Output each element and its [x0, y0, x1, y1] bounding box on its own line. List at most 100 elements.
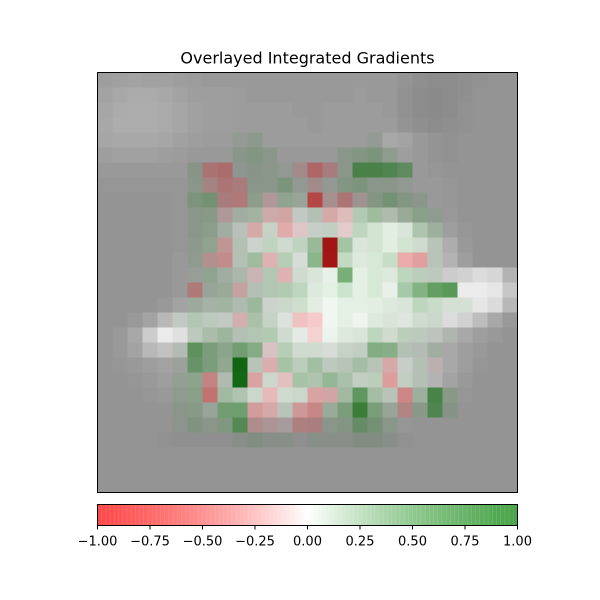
heatmap-cell [142, 72, 158, 88]
heatmap-cell [412, 252, 428, 268]
heatmap-cell [187, 327, 203, 343]
heatmap-cell [142, 237, 158, 253]
heatmap-cell [427, 177, 443, 193]
heatmap-cell [412, 342, 428, 358]
heatmap-cell [322, 357, 338, 373]
heatmap-cell [187, 192, 203, 208]
heatmap-cell [202, 147, 218, 163]
heatmap-cell [232, 177, 248, 193]
heatmap-cell [352, 117, 368, 133]
heatmap-cell [217, 432, 233, 448]
heatmap-cell [112, 447, 128, 463]
heatmap-cell [307, 402, 323, 418]
heatmap-cell [502, 432, 518, 448]
heatmap-cell [367, 192, 383, 208]
heatmap-cell [232, 267, 248, 283]
heatmap-cell [322, 177, 338, 193]
heatmap-cell [202, 447, 218, 463]
heatmap-cell [97, 372, 113, 388]
heatmap-cell [457, 72, 473, 88]
heatmap-cell [112, 147, 128, 163]
heatmap-cell [412, 207, 428, 223]
heatmap-cell [442, 192, 458, 208]
heatmap-cell [397, 252, 413, 268]
heatmap-cell [127, 237, 143, 253]
heatmap-cell [262, 432, 278, 448]
heatmap-cell [112, 417, 128, 433]
heatmap-cell [247, 222, 263, 238]
heatmap-cell [172, 162, 188, 178]
heatmap-cell [262, 462, 278, 478]
heatmap-cell [487, 162, 503, 178]
heatmap-cell [442, 417, 458, 433]
heatmap-cell [307, 252, 323, 268]
heatmap-cell [337, 117, 353, 133]
heatmap-cell [382, 162, 398, 178]
heatmap-cell [157, 387, 173, 403]
heatmap-cell [457, 282, 473, 298]
heatmap-cell [217, 327, 233, 343]
heatmap-cell [142, 327, 158, 343]
heatmap-cell [217, 357, 233, 373]
heatmap-cell [157, 192, 173, 208]
heatmap-cell [217, 222, 233, 238]
heatmap-cell [157, 207, 173, 223]
heatmap-cell [367, 312, 383, 328]
heatmap-cell [442, 357, 458, 373]
heatmap-cell [172, 192, 188, 208]
heatmap-cell [127, 402, 143, 418]
heatmap-cell [307, 132, 323, 148]
heatmap-cell [202, 207, 218, 223]
heatmap-cell [247, 447, 263, 463]
heatmap-cell [277, 417, 293, 433]
heatmap-cell [187, 222, 203, 238]
heatmap-cell [112, 192, 128, 208]
heatmap-cell [202, 342, 218, 358]
heatmap-cell [337, 387, 353, 403]
heatmap-cell [292, 282, 308, 298]
heatmap-cell [307, 162, 323, 178]
heatmap-cell [427, 87, 443, 103]
heatmap-cell [187, 102, 203, 118]
heatmap-cell [442, 87, 458, 103]
heatmap-cell [247, 282, 263, 298]
heatmap-cell [262, 162, 278, 178]
heatmap-cell [127, 387, 143, 403]
heatmap-cell [487, 132, 503, 148]
heatmap-cell [472, 387, 488, 403]
heatmap-cell [457, 87, 473, 103]
heatmap-cell [487, 372, 503, 388]
heatmap-cell [157, 87, 173, 103]
heatmap-cell [277, 72, 293, 88]
heatmap-cell [112, 117, 128, 133]
heatmap-cell [472, 207, 488, 223]
heatmap-cell [442, 102, 458, 118]
heatmap-cell [367, 282, 383, 298]
heatmap-cell [97, 147, 113, 163]
heatmap-cell [232, 207, 248, 223]
heatmap-cell [397, 192, 413, 208]
heatmap-cell [427, 402, 443, 418]
heatmap-cell [142, 297, 158, 313]
heatmap-cell [337, 342, 353, 358]
heatmap-cell [157, 312, 173, 328]
heatmap-cell [367, 477, 383, 493]
heatmap-cell [142, 402, 158, 418]
heatmap-cell [217, 417, 233, 433]
heatmap-cell [232, 237, 248, 253]
heatmap-cell [142, 267, 158, 283]
heatmap-cell [472, 282, 488, 298]
heatmap-cell [187, 267, 203, 283]
heatmap-cell [127, 297, 143, 313]
heatmap-cell [472, 462, 488, 478]
heatmap-cell [367, 177, 383, 193]
heatmap-cell [247, 147, 263, 163]
heatmap-cell [112, 207, 128, 223]
heatmap-cell [472, 267, 488, 283]
heatmap-cell [202, 117, 218, 133]
heatmap-cell [127, 147, 143, 163]
heatmap-cell [457, 147, 473, 163]
heatmap-cell [292, 87, 308, 103]
heatmap-cell [502, 447, 518, 463]
